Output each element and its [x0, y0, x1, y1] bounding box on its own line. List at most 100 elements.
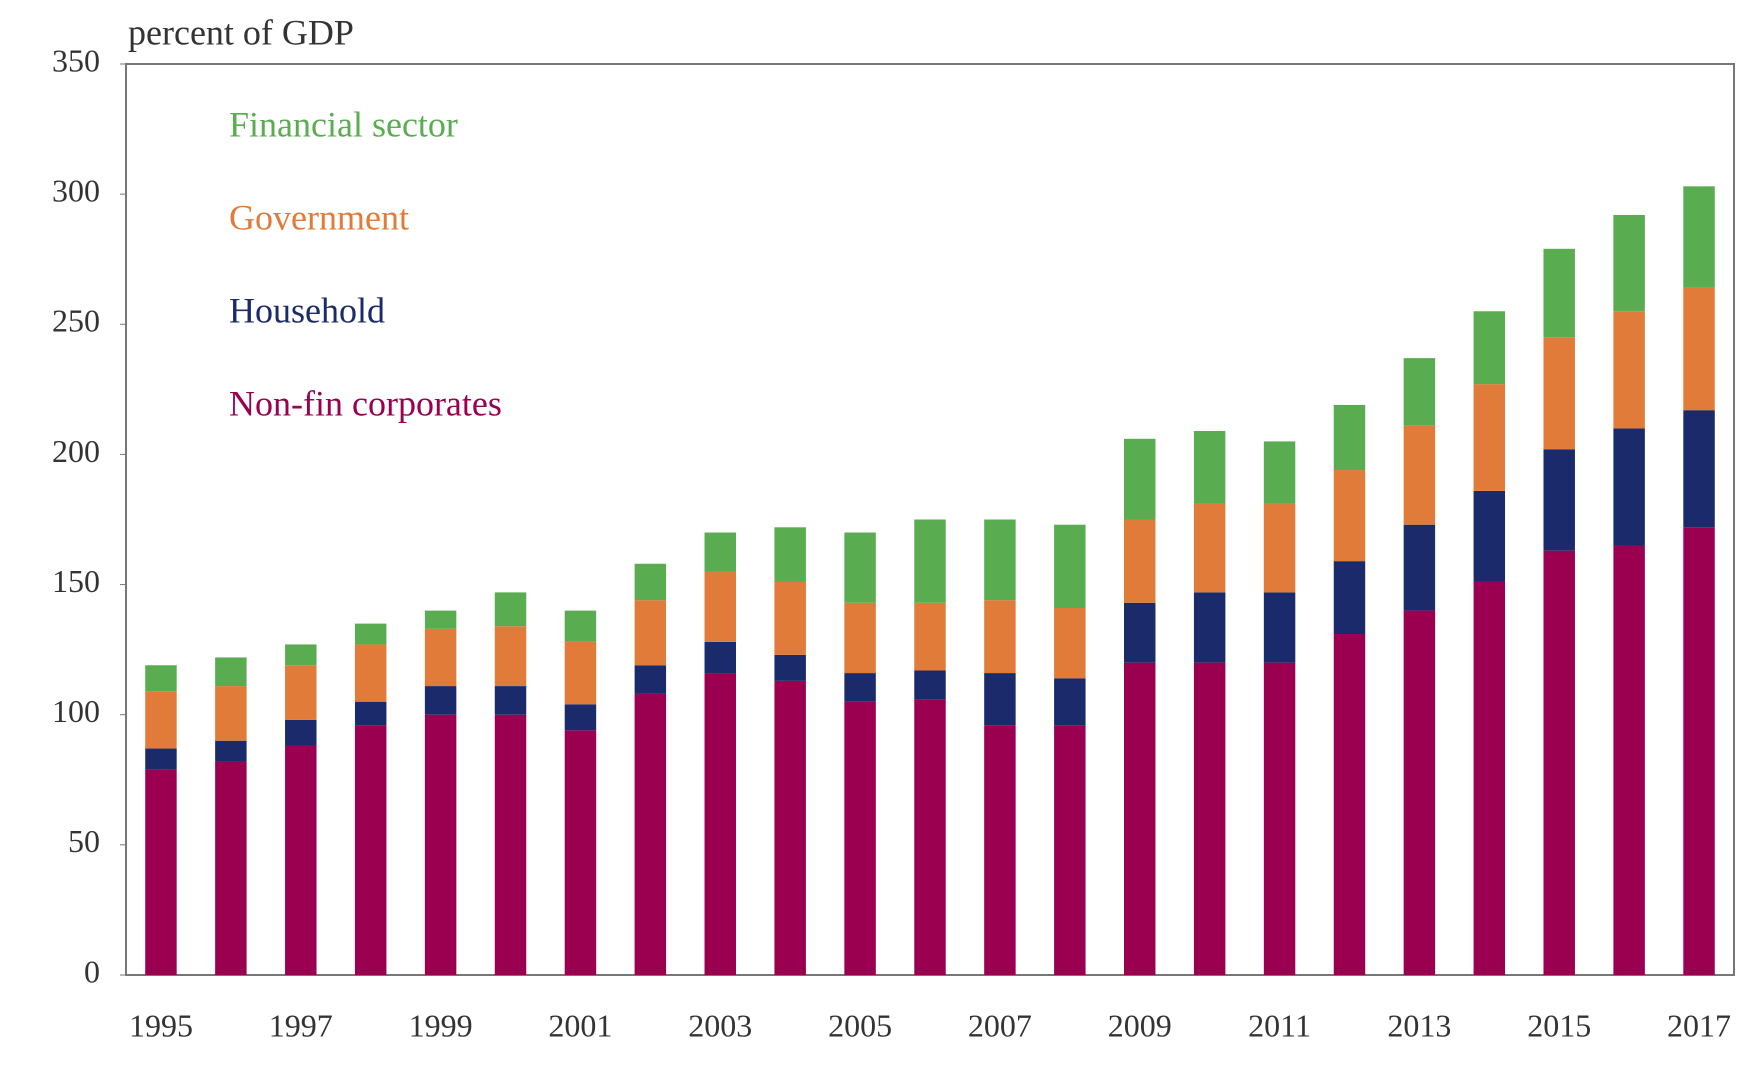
bar-segment: [424, 686, 457, 715]
y-tick-label: 250: [52, 303, 100, 339]
y-tick-label: 0: [84, 953, 100, 989]
bar-segment: [1263, 592, 1296, 663]
x-tick-label: 2007: [968, 1007, 1032, 1043]
bar-segment: [1193, 503, 1226, 593]
bar-segment: [1543, 550, 1575, 975]
bar-segment: [774, 654, 806, 681]
bar-segment: [424, 714, 457, 975]
x-tick-label: 2003: [688, 1007, 752, 1043]
x-tick-label: 1997: [269, 1007, 333, 1043]
bar-segment: [1333, 561, 1366, 635]
bar-segment: [774, 581, 806, 655]
bar-segment: [1124, 602, 1156, 663]
bar-segment: [844, 701, 876, 975]
x-tick-label: 2015: [1527, 1007, 1591, 1043]
bar-segment: [1683, 287, 1715, 411]
x-tick-label: 2013: [1387, 1007, 1451, 1043]
bar-segment: [285, 644, 317, 666]
bar-segment: [354, 644, 387, 702]
y-tick-label: 200: [52, 433, 100, 469]
bar-segment: [1263, 441, 1296, 504]
bar-segment: [494, 686, 527, 715]
x-tick-label: 2005: [828, 1007, 892, 1043]
x-tick-label: 2001: [548, 1007, 612, 1043]
bar-segment: [424, 628, 457, 687]
bar-segment: [1473, 311, 1506, 385]
bar-segment: [634, 665, 667, 694]
bar-segment: [1613, 428, 1645, 546]
bar-segment: [1124, 519, 1156, 603]
bar-segment: [1333, 634, 1366, 975]
bar-segment: [1613, 311, 1645, 429]
x-tick-label: 2011: [1248, 1007, 1311, 1043]
bar-segment: [704, 673, 736, 975]
x-tick-label: 2017: [1667, 1007, 1731, 1043]
bar-segment: [1403, 425, 1436, 525]
x-tick-label: 1999: [409, 1007, 473, 1043]
bar-segment: [984, 519, 1016, 601]
bar-segment: [914, 699, 946, 975]
bar-segment: [844, 673, 876, 702]
bar-segment: [914, 602, 946, 671]
bar-segment: [564, 704, 597, 731]
bar-segment: [215, 761, 247, 975]
x-tick-label: 2009: [1108, 1007, 1172, 1043]
bar-segment: [1543, 449, 1575, 551]
bar-segment: [1054, 524, 1086, 608]
bar-segment: [564, 730, 597, 975]
bar-segment: [914, 670, 946, 700]
bar-segment: [1613, 545, 1645, 975]
bar-segment: [1193, 431, 1226, 504]
bar-segment: [1683, 410, 1715, 528]
bar-segment: [215, 657, 247, 687]
bar-segment: [914, 519, 946, 603]
y-tick-label: 300: [52, 172, 100, 208]
bar-segment: [1683, 527, 1715, 975]
legend-label: Household: [229, 290, 385, 330]
bar-segment: [354, 701, 387, 726]
bar-segment: [145, 691, 177, 749]
bar-segment: [844, 532, 876, 603]
bar-segment: [1193, 592, 1226, 663]
bar-segment: [1193, 662, 1226, 975]
y-tick-label: 100: [52, 693, 100, 729]
bar-segment: [1124, 438, 1156, 520]
bar-segment: [844, 602, 876, 674]
bar-segment: [984, 673, 1016, 726]
legend-label: Financial sector: [229, 104, 458, 144]
bar-segment: [1403, 610, 1436, 975]
bar-segment: [285, 719, 317, 746]
bar-segment: [1473, 384, 1506, 491]
bar-segment: [215, 740, 247, 762]
bar-segment: [494, 626, 527, 687]
bar-segment: [774, 680, 806, 975]
y-tick-label: 350: [52, 42, 100, 78]
bar-segment: [774, 527, 806, 582]
bar-segment: [1054, 607, 1086, 679]
bar-segment: [704, 641, 736, 674]
bar-segment: [354, 725, 387, 975]
bar-segment: [634, 600, 667, 666]
bar-segment: [424, 610, 457, 629]
bar-segment: [285, 745, 317, 975]
bar-segment: [1543, 337, 1575, 450]
bar-segment: [1543, 248, 1575, 338]
bar-segment: [564, 610, 597, 642]
x-tick-label: 1995: [129, 1007, 193, 1043]
bar-segment: [1124, 662, 1156, 975]
bar-segment: [285, 665, 317, 720]
bar-segment: [634, 693, 667, 975]
bar-segment: [1403, 358, 1436, 426]
bar-segment: [354, 623, 387, 645]
bar-segment: [1473, 581, 1506, 975]
bar-segment: [1054, 678, 1086, 726]
bar-segment: [634, 563, 667, 601]
bar-segment: [1473, 490, 1506, 582]
bar-segment: [1683, 186, 1715, 288]
bar-segment: [215, 686, 247, 741]
bar-segment: [1054, 725, 1086, 975]
bar-segment: [984, 600, 1016, 674]
bar-segment: [1333, 404, 1366, 471]
bar-segment: [494, 714, 527, 975]
